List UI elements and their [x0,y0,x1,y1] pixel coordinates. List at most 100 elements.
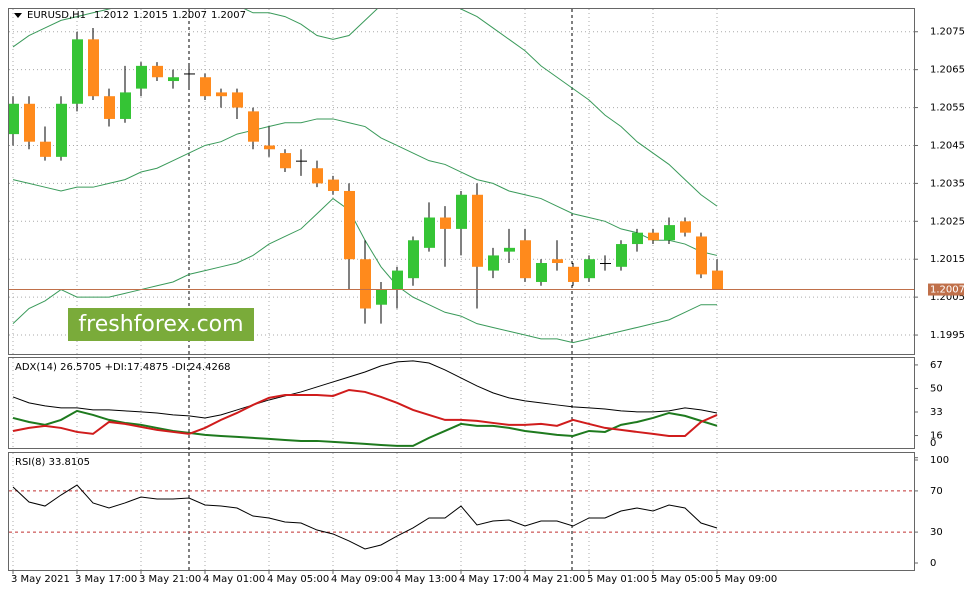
y-tick-label: 1.2065 [930,65,965,76]
y-tick-label: 1.2005 [930,292,965,303]
indicator-line [12,360,718,419]
candle-body [392,270,403,290]
y-tick-label: 16 [930,431,943,442]
x-tick-label: 3 May 21:00 [139,574,201,585]
price-tag-label: 1.2007 [930,285,965,296]
candle-body [328,179,339,191]
adx-panel-frame [8,357,915,449]
candle-body [680,221,691,233]
candle-body [472,194,483,267]
candle-body [440,217,451,229]
x-tick-label: 4 May 01:00 [203,574,265,585]
candle-body [72,39,83,104]
y-tick-label: 30 [930,527,943,538]
y-tick-label: 50 [930,383,943,394]
x-tick-label: 4 May 17:00 [459,574,521,585]
candle-body [296,160,307,162]
x-tick-label: 4 May 13:00 [395,574,457,585]
indicator-line [12,118,718,256]
symbol: EURUSD,H1 [27,10,86,21]
candle-body [264,145,275,150]
candle-body [232,92,243,108]
candle-body [600,263,611,265]
candle-body [632,232,643,245]
x-tick-label: 4 May 09:00 [331,574,393,585]
candle-body [584,259,595,279]
y-tick-label: 70 [930,486,943,497]
x-tick-label: 5 May 01:00 [587,574,649,585]
indicator-line [12,484,718,550]
last-open: 1.2012 [94,10,129,21]
candle-body [152,65,163,78]
candle-body [216,92,227,97]
candle-body [456,194,467,229]
panel-plot [9,9,914,354]
candle-body [488,255,499,271]
last-high: 1.2015 [133,10,168,21]
candle-body [24,103,35,142]
y-tick-label: 67 [930,360,943,371]
last-close: 1.2007 [211,10,246,21]
candle-body [136,65,147,89]
candle-body [520,240,531,279]
watermark-box [68,308,254,341]
x-tick-label: 5 May 05:00 [651,574,713,585]
last-low: 1.2007 [172,10,207,21]
candle-body [9,103,19,135]
adx-title: ADX(14) 26.5705 +DI:17.4875 -DI:24.4268 [15,362,231,373]
candle-body [40,141,51,157]
candle-body [280,153,291,169]
panel-plot [12,358,718,448]
indicator-line [12,409,718,447]
price-tag [928,283,964,296]
rsi-title: RSI(8) 33.8105 [15,457,90,468]
candle-body [344,190,355,260]
y-tick-label: 1.1995 [930,330,965,341]
candle-body [424,217,435,248]
candle-body [712,270,723,290]
watermark: freshforex.com [78,312,243,337]
candle-body [120,92,131,119]
candle-body [664,225,675,241]
menu-arrow[interactable] [14,13,22,18]
y-tick-label: 0 [930,558,936,569]
x-tick-label: 4 May 05:00 [267,574,329,585]
candle-body [360,259,371,309]
y-tick-label: 33 [930,407,943,418]
candle-body [168,77,179,82]
candle-body [648,232,659,241]
candle-body [408,240,419,279]
y-tick-label: 1.2035 [930,178,965,189]
symbol-header: EURUSD,H1 1.2012 1.2015 1.2007 1.2007 [27,10,246,21]
y-tick-label: 1.2055 [930,103,965,114]
candle-body [104,96,115,119]
candle-body [616,244,627,267]
candle-body [248,111,259,142]
x-tick-label: 3 May 17:00 [75,574,137,585]
indicator-line [12,388,718,437]
y-tick-label: 1.2015 [930,254,965,265]
panel-plot [9,453,914,570]
candle-body [56,103,67,157]
y-tick-label: 1.2075 [930,27,965,38]
candle-body [552,259,563,264]
candle-body [312,168,323,184]
y-tick-label: 0 [930,438,936,449]
candle-body [184,73,195,75]
candle-body [88,39,99,97]
x-tick-label: 5 May 09:00 [715,574,777,585]
candle-body [536,263,547,282]
y-tick-label: 1.2025 [930,216,965,227]
x-tick-label: 4 May 21:00 [523,574,585,585]
candle-body [696,236,707,275]
candle-body [200,77,211,97]
candle-body [568,266,579,282]
candle-body [504,247,515,252]
x-tick-label: 3 May 2021 [11,574,70,585]
candle-body [376,289,387,305]
y-tick-label: 100 [930,455,949,466]
main-panel-frame [8,8,915,355]
plot-layer: 1.2075 1.2065 1.2055 1.2045 1.2035 1.2025 1.20… [9,9,965,585]
